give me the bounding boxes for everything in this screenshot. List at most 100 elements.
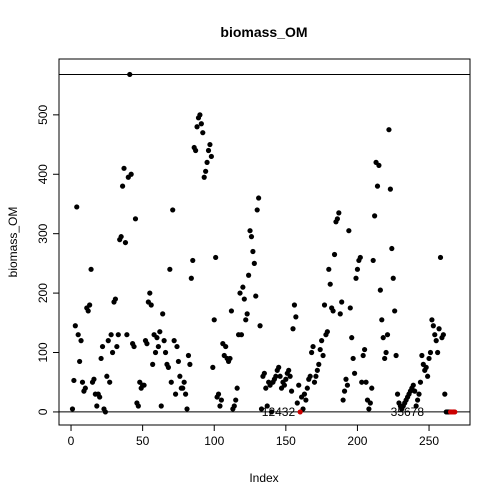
point	[276, 364, 282, 370]
point	[383, 349, 389, 356]
point	[336, 210, 342, 216]
point	[88, 266, 94, 272]
point	[303, 397, 309, 403]
point	[390, 275, 396, 281]
point	[119, 183, 126, 189]
point	[175, 358, 182, 365]
point	[118, 234, 124, 240]
point	[115, 332, 121, 338]
point	[135, 403, 141, 409]
point	[430, 323, 436, 329]
point	[238, 332, 245, 338]
point	[301, 391, 308, 397]
point	[147, 290, 153, 296]
point	[288, 388, 295, 394]
point	[293, 314, 299, 320]
point	[410, 382, 416, 388]
point	[366, 406, 372, 412]
point	[148, 302, 154, 308]
point	[121, 165, 127, 171]
point	[152, 349, 159, 356]
point	[281, 382, 288, 388]
point	[79, 379, 86, 385]
point	[263, 385, 269, 391]
point	[432, 332, 438, 338]
point	[237, 290, 243, 296]
point	[416, 391, 422, 397]
point	[160, 311, 166, 317]
point	[243, 317, 249, 323]
point	[382, 355, 388, 362]
point	[253, 293, 259, 299]
point	[112, 296, 119, 302]
point	[363, 379, 369, 385]
point	[256, 195, 262, 201]
point	[273, 373, 279, 379]
point	[316, 361, 322, 367]
point	[75, 332, 81, 338]
annotation: 35678	[391, 405, 425, 419]
point	[354, 266, 361, 272]
y-tick-label: 0	[36, 408, 50, 415]
point	[247, 228, 253, 234]
x-tick-label: 250	[419, 434, 439, 448]
point	[310, 343, 316, 350]
point	[389, 245, 395, 252]
point	[258, 406, 265, 412]
point	[174, 343, 180, 350]
point	[204, 159, 210, 165]
x-tick-label: 100	[204, 434, 224, 448]
point	[132, 216, 139, 222]
point	[104, 373, 110, 379]
point	[128, 171, 134, 177]
point	[349, 335, 355, 341]
point	[287, 373, 293, 379]
point	[307, 373, 313, 379]
point	[291, 302, 298, 308]
point	[69, 406, 76, 412]
point	[102, 409, 108, 415]
point	[210, 364, 216, 370]
point	[187, 361, 193, 367]
point	[227, 355, 233, 362]
point	[155, 343, 161, 350]
annotation: 12432	[262, 405, 296, 419]
point	[442, 391, 448, 397]
point	[215, 391, 222, 397]
point	[254, 207, 260, 213]
point	[194, 124, 200, 130]
point	[193, 147, 199, 154]
point	[172, 391, 179, 397]
point	[376, 162, 382, 168]
point	[429, 317, 435, 323]
point	[357, 254, 363, 261]
point	[87, 302, 93, 308]
point	[379, 317, 385, 323]
point	[208, 153, 214, 160]
point	[350, 355, 356, 362]
point	[294, 400, 300, 406]
point	[264, 403, 270, 409]
point	[437, 254, 444, 261]
point	[435, 349, 441, 356]
point	[231, 403, 237, 409]
point	[223, 343, 229, 350]
point	[114, 343, 120, 350]
x-axis-label: Index	[249, 471, 278, 485]
point	[234, 385, 240, 391]
point	[184, 406, 190, 412]
y-tick-label: 100	[36, 342, 50, 362]
point	[277, 373, 283, 379]
point	[337, 311, 343, 317]
point	[201, 174, 207, 180]
point	[198, 121, 204, 127]
point	[244, 311, 250, 317]
point	[433, 338, 439, 344]
point	[167, 266, 173, 272]
point	[165, 364, 172, 370]
point	[240, 284, 246, 290]
point	[367, 400, 373, 406]
point	[346, 228, 352, 234]
point	[217, 403, 223, 409]
x-tick-label: 200	[347, 434, 367, 448]
